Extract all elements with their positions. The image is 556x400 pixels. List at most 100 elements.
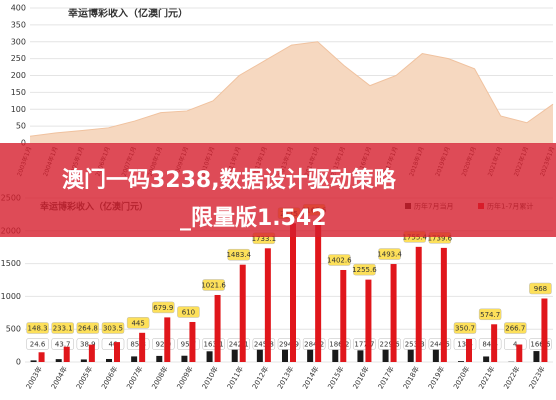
x-tick-label: 2009年 [175, 365, 195, 391]
value-label: 38.9 [80, 341, 96, 349]
value-label-box [126, 317, 150, 329]
value-label: 266.7 [505, 325, 525, 333]
y-tick-label: 300 [11, 37, 26, 46]
bar [533, 351, 540, 362]
x-tick-label: 2016年 [351, 365, 371, 391]
value-label: 186.2 [329, 341, 349, 349]
value-label: 245.8 [254, 341, 274, 349]
bar [365, 279, 372, 362]
value-label: 264.8 [78, 325, 98, 333]
x-tick-label: 2005年 [74, 365, 94, 391]
value-label-box [101, 322, 125, 334]
bar [415, 246, 422, 362]
bar [30, 360, 37, 362]
value-label-box [76, 322, 100, 334]
bar [307, 343, 314, 362]
x-tick-label: 2011年 [225, 365, 245, 391]
y-tick-label: 500 [6, 325, 21, 334]
value-label-box [227, 248, 250, 261]
value-label-box [453, 322, 477, 334]
value-label: 303.5 [103, 325, 123, 333]
x-tick-label: 2018年 [401, 365, 421, 391]
bar [315, 219, 322, 362]
x-tick-label: 2021年 [476, 364, 496, 390]
bar [458, 361, 464, 362]
value-label: 13.4 [457, 341, 473, 349]
bar [483, 356, 490, 362]
value-label: 148.3 [28, 325, 48, 333]
value-label: 574.7 [480, 311, 500, 319]
y-tick-label: 1500 [1, 259, 21, 268]
value-label-box [202, 279, 225, 291]
value-label: 177.7 [354, 341, 374, 349]
value-label-box [26, 322, 49, 334]
x-tick-label: 2014年 [300, 365, 320, 391]
x-tick-label: 2008年 [150, 365, 170, 391]
bar [181, 355, 188, 362]
value-label-box [152, 301, 175, 314]
value-label: 244.5 [430, 341, 450, 349]
x-tick-label: 2017年 [376, 365, 396, 391]
value-label: 1755.4 [402, 233, 427, 241]
bar [139, 332, 146, 362]
x-tick-label: 2012年 [250, 365, 270, 391]
x-tick-label: 2007年 [124, 365, 144, 391]
value-label: 253.3 [405, 341, 425, 349]
value-label: 679.9 [153, 304, 173, 312]
bar [541, 298, 548, 362]
y-tick-label: 250 [11, 54, 26, 63]
value-label-box [378, 248, 401, 260]
y-tick-label: 200 [11, 71, 26, 80]
y-tick-label: 0 [16, 358, 21, 367]
bar [106, 358, 112, 362]
x-tick-label: 2010年 [200, 365, 220, 391]
banner-line: _限量版1.542 [180, 206, 327, 231]
value-label: 166.6 [530, 341, 551, 349]
bar [332, 349, 339, 362]
bar [131, 356, 138, 362]
y-tick-label: 100 [11, 105, 26, 114]
value-label: 242.1 [229, 341, 249, 349]
bar [239, 264, 246, 362]
bar [206, 351, 213, 362]
value-label: 1402.6 [327, 256, 352, 264]
bar [214, 294, 221, 362]
value-label-box [504, 322, 527, 334]
bar [357, 350, 364, 362]
value-label: 1021.6 [201, 281, 226, 289]
bar [264, 248, 271, 362]
bar [282, 342, 288, 362]
y-tick-label: 350 [11, 20, 26, 29]
value-label: 610 [182, 308, 195, 316]
bar [466, 338, 472, 362]
value-label: 92.9 [155, 341, 171, 349]
y-tick-label: 1000 [1, 292, 21, 301]
value-label: 229.6 [380, 341, 401, 349]
value-label: 46 [109, 341, 118, 349]
value-label: 95.7 [181, 341, 197, 349]
value-label: 43.7 [55, 341, 71, 349]
value-label-box [478, 308, 502, 321]
x-tick-label: 2013年 [275, 365, 295, 391]
x-tick-label: 2006年 [99, 365, 119, 391]
bar [516, 344, 523, 362]
bar [382, 346, 389, 362]
value-label: 233.1 [53, 325, 73, 333]
value-label-box [51, 322, 74, 334]
value-label: 1493.4 [377, 251, 402, 259]
value-label-box [328, 254, 351, 266]
value-label: 85.3 [130, 341, 146, 349]
value-label: 84.4 [482, 341, 498, 349]
bar [114, 342, 120, 362]
bar [432, 345, 439, 362]
x-tick-label: 2019年 [426, 365, 446, 391]
value-label-box [529, 282, 552, 295]
y-tick-label: 150 [11, 88, 26, 97]
x-tick-label: 2004年 [49, 365, 69, 391]
value-label: 1733.1 [252, 235, 277, 243]
value-label: 294.9 [279, 341, 299, 349]
x-tick-label: 2020年 [451, 365, 471, 391]
value-label: 284.2 [304, 341, 324, 349]
value-label-box [26, 338, 49, 350]
